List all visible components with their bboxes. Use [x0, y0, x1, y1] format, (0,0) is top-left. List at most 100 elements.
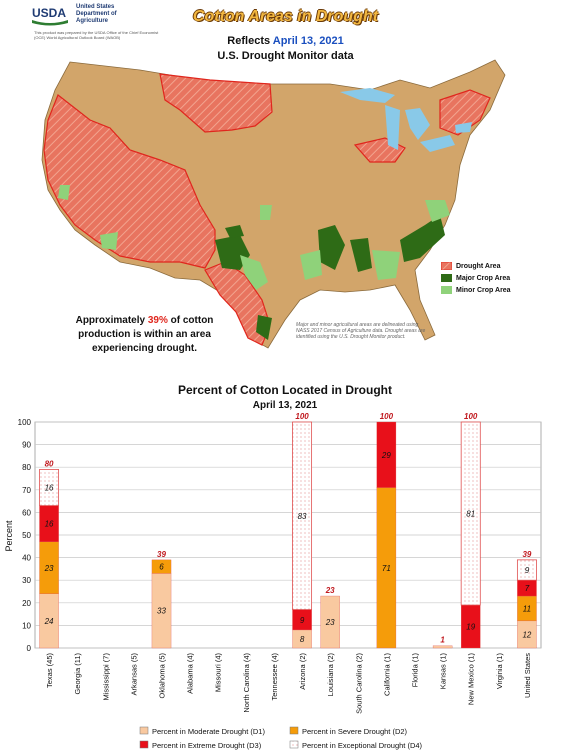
legend-label: Drought Area — [456, 262, 501, 270]
segment-label: 12 — [522, 630, 531, 639]
minor-crop-swatch — [441, 286, 452, 294]
bar-segment — [151, 559, 172, 574]
y-tick-label: 50 — [22, 531, 31, 540]
major-crop-swatch — [441, 274, 452, 282]
map-legend: Drought Area Major Crop Area Minor Crop … — [441, 260, 511, 296]
y-tick-label: 100 — [18, 418, 32, 427]
x-tick-label: Virginia (1) — [495, 653, 504, 690]
y-tick-label: 20 — [22, 599, 31, 608]
legend-minor-crop: Minor Crop Area — [441, 284, 511, 296]
usda-org-name: United States Department of Agriculture — [76, 4, 156, 25]
us-map — [41, 59, 506, 349]
bar-segment — [460, 421, 481, 606]
total-label: 100 — [380, 412, 394, 421]
drought-area-northeast — [439, 89, 491, 136]
reflects-date: April 13, 2021 — [272, 35, 344, 47]
segment-label: 19 — [466, 623, 475, 632]
great-lakes — [340, 88, 472, 152]
legend-label: Major Crop Area — [456, 274, 511, 282]
x-tick-label: Arkansas (5) — [129, 652, 138, 695]
bar-segment — [432, 645, 453, 649]
total-label: 39 — [157, 550, 166, 559]
org-line-3: Agriculture — [76, 18, 109, 24]
y-tick-label: 30 — [22, 576, 31, 585]
y-tick-label: 80 — [22, 463, 31, 472]
org-line-1: United States — [76, 4, 115, 10]
drought-area-north — [159, 73, 273, 133]
y-axis-label: Percent — [4, 520, 14, 552]
segment-label: 7 — [525, 584, 530, 593]
legend-major-crop: Major Crop Area — [441, 272, 511, 284]
map-title: Cotton Areas in Drought — [192, 8, 379, 25]
total-label: 80 — [45, 459, 54, 468]
usda-logo-text: USDA — [32, 6, 66, 20]
segment-label: 23 — [44, 564, 54, 573]
bar-segment — [516, 559, 537, 581]
legend-label: Percent in Severe Drought (D2) — [302, 727, 408, 736]
drought-map-panel: USDA United States Department of Agricul… — [0, 0, 571, 372]
map-reflects: Reflects April 13, 2021 — [0, 35, 571, 47]
x-tick-label: North Carolina (4) — [242, 653, 251, 713]
legend-swatch — [139, 726, 149, 735]
x-tick-label: Georgia (11) — [73, 652, 82, 694]
x-tick-label: Mississippi (7) — [101, 653, 110, 701]
drought-percent-note: Approximately 39% of cotton production i… — [52, 314, 237, 356]
legend-label: Percent in Moderate Drought (D1) — [152, 727, 265, 736]
map-fine-print: Major and minor agricultural areas are d… — [296, 322, 426, 340]
total-label: 1 — [440, 636, 445, 645]
bar-segment — [376, 421, 397, 488]
segment-label: 23 — [325, 618, 335, 627]
x-tick-label: South Carolina (2) — [354, 653, 363, 714]
total-label: 23 — [325, 586, 335, 595]
note-suffix: of cotton production is within an area e… — [78, 315, 214, 354]
segment-label: 11 — [523, 604, 531, 613]
org-line-2: Department of — [76, 11, 117, 17]
x-tick-label: Florida (1) — [411, 653, 420, 688]
y-tick-label: 60 — [22, 508, 31, 517]
legend-swatch — [289, 726, 299, 735]
total-label: 100 — [295, 412, 309, 421]
segment-label: 83 — [298, 512, 307, 521]
x-tick-label: Louisiana (2) — [326, 652, 335, 696]
y-tick-label: 0 — [27, 644, 32, 653]
segment-label: 6 — [159, 563, 164, 572]
segment-label: 9 — [300, 616, 305, 625]
legend-label: Minor Crop Area — [456, 286, 511, 294]
segment-label: 16 — [45, 520, 54, 529]
prepared-note: This product was prepared by the USDA Of… — [34, 30, 159, 40]
legend-label: Percent in Exceptional Drought (D4) — [302, 741, 423, 750]
legend-swatch — [289, 740, 299, 749]
x-tick-label: Tennessee (4) — [270, 653, 279, 701]
map-subtitle: U.S. Drought Monitor data — [217, 50, 354, 62]
x-tick-label: United States — [523, 653, 532, 698]
bar-segment — [320, 595, 340, 649]
x-tick-label: Texas (45) — [45, 652, 54, 688]
legend-label: Percent in Extreme Drought (D3) — [152, 741, 262, 750]
y-tick-label: 10 — [22, 621, 31, 630]
y-tick-label: 40 — [22, 554, 31, 563]
legend-drought-area: Drought Area — [441, 260, 511, 272]
drought-swatch — [441, 262, 452, 270]
legend-swatch — [139, 740, 149, 749]
y-tick-label: 90 — [22, 441, 31, 450]
chart-subtitle: April 13, 2021 — [253, 400, 318, 411]
reflects-label: Reflects — [227, 35, 271, 47]
segment-label: 33 — [157, 607, 166, 616]
segment-label: 8 — [300, 635, 305, 644]
x-tick-label: California (1) — [382, 653, 391, 696]
total-label: 100 — [464, 412, 478, 421]
x-tick-label: New Mexico (1) — [467, 652, 476, 705]
usda-logo: USDA — [32, 6, 68, 26]
segment-label: 71 — [382, 564, 391, 573]
x-tick-label: Alabama (4) — [186, 653, 195, 694]
segment-label: 81 — [466, 510, 475, 519]
segment-label: 29 — [381, 451, 391, 460]
x-tick-label: Kansas (1) — [439, 653, 448, 690]
note-percent: 39% — [147, 315, 168, 326]
x-tick-label: Oklahoma (5) — [158, 653, 167, 699]
total-label: 39 — [522, 550, 531, 559]
segment-label: 16 — [45, 484, 54, 493]
drought-area-west — [43, 94, 216, 269]
crop-areas — [58, 185, 450, 340]
